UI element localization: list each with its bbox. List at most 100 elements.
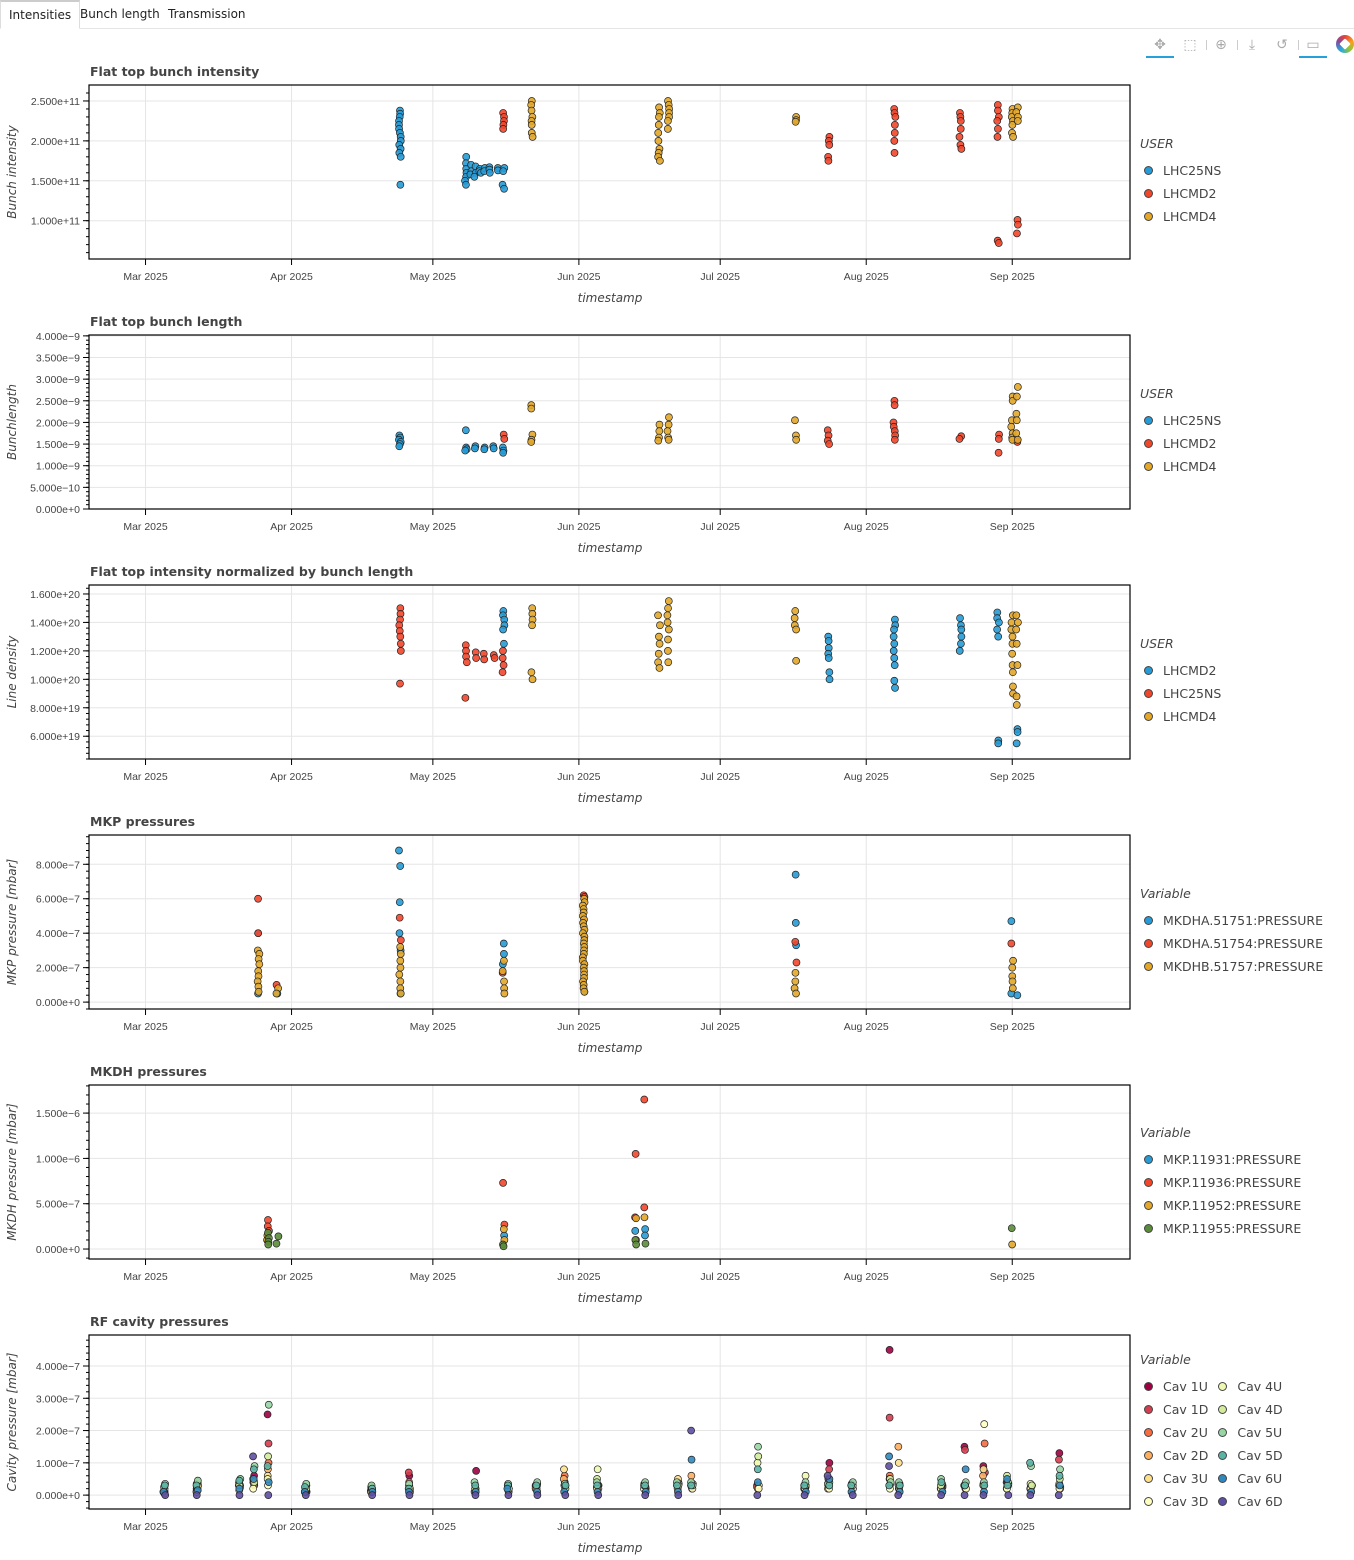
data-point — [957, 640, 964, 647]
legend-column: Cav 1U Cav 1D Cav 2U Cav 2D Cav 3U Cav 3D — [1140, 1375, 1208, 1513]
legend-item[interactable]: LHC25NS — [1140, 682, 1221, 705]
data-point — [500, 662, 507, 669]
legend-item[interactable]: Cav 6D — [1214, 1490, 1282, 1513]
data-point — [656, 428, 663, 435]
data-point — [490, 445, 497, 452]
legend-items: LHC25NS LHCMD2 LHCMD4 — [1140, 409, 1227, 478]
box-zoom-icon[interactable]: ⬚ — [1176, 34, 1204, 56]
bokeh-logo-icon[interactable] — [1336, 35, 1354, 53]
y-tick-label: 3.500e−9 — [36, 353, 80, 365]
data-point — [981, 1482, 988, 1489]
legend-item[interactable]: Cav 1U — [1140, 1375, 1208, 1398]
data-point — [938, 1479, 945, 1486]
data-point — [397, 647, 404, 654]
legend-item-label: Cav 6D — [1237, 1494, 1282, 1510]
x-tick-label: Jul 2025 — [700, 771, 740, 783]
legend-item[interactable]: MKDHA.51754:PRESSURE — [1140, 932, 1323, 955]
legend-item[interactable]: LHC25NS — [1140, 409, 1221, 432]
data-point — [528, 121, 535, 128]
pan-icon[interactable]: ✥ — [1146, 34, 1174, 58]
legend-item[interactable]: Cav 6U — [1214, 1467, 1282, 1490]
data-point — [481, 446, 488, 453]
legend-item[interactable]: LHCMD4 — [1140, 705, 1221, 728]
legend-item[interactable]: Cav 5U — [1214, 1421, 1282, 1444]
y-tick-label: 8.000e−7 — [36, 859, 80, 871]
y-tick-label: 2.500e+11 — [31, 96, 80, 108]
data-point — [632, 1150, 639, 1157]
data-point — [792, 118, 799, 125]
x-tick-label: Mar 2025 — [123, 771, 168, 783]
legend-item[interactable]: Cav 1D — [1140, 1398, 1208, 1421]
legend-item[interactable]: Cav 4D — [1214, 1398, 1282, 1421]
x-tick-label: May 2025 — [410, 521, 456, 533]
legend-item[interactable]: LHCMD2 — [1140, 659, 1221, 682]
y-axis-label: Cavity pressure [mbar] — [5, 1353, 19, 1492]
legend-item[interactable]: Cav 3U — [1140, 1467, 1208, 1490]
hover-icon[interactable]: ▭ — [1299, 34, 1327, 58]
data-point — [302, 1492, 309, 1499]
y-axis-label: Bunchlength — [5, 384, 19, 460]
legend-item[interactable]: LHC25NS — [1140, 159, 1221, 182]
legend-item[interactable]: LHCMD2 — [1140, 182, 1221, 205]
legend: Variable Cav 1U Cav 1D Cav 2U Cav 2D Cav 3U Ca… — [1140, 1352, 1289, 1513]
data-point — [529, 133, 536, 140]
data-point — [193, 1492, 200, 1499]
legend-item[interactable]: MKP.11952:PRESSURE — [1140, 1194, 1301, 1217]
chart-panel: MKP pressures 0.000e+0 2.000e−7 4.000e−7 6.0… — [0, 810, 1354, 1060]
reset-icon[interactable]: ↺ — [1268, 34, 1296, 56]
legend-marker-icon — [1144, 1428, 1153, 1437]
legend-item[interactable]: MKP.11955:PRESSURE — [1140, 1217, 1301, 1240]
data-point — [560, 1466, 567, 1473]
y-axis-label: Bunch intensity — [5, 125, 19, 219]
legend-item[interactable]: LHCMD4 — [1140, 455, 1221, 478]
x-tick-label: Aug 2025 — [844, 271, 889, 283]
data-point — [886, 1482, 893, 1489]
data-point — [236, 1492, 243, 1499]
data-point — [1005, 1492, 1012, 1499]
x-tick-label: May 2025 — [410, 1021, 456, 1033]
legend-marker-icon — [1218, 1382, 1227, 1391]
legend-column: LHCMD2 LHC25NS LHCMD4 — [1140, 659, 1221, 728]
data-point — [500, 168, 507, 175]
legend-item[interactable]: LHCMD4 — [1140, 205, 1221, 228]
legend-item[interactable]: Cav 2D — [1140, 1444, 1208, 1467]
x-tick-label: Sep 2025 — [990, 1521, 1035, 1533]
legend-item[interactable]: Cav 2U — [1140, 1421, 1208, 1444]
legend-item-label: Cav 1D — [1163, 1402, 1208, 1418]
legend-item[interactable]: MKDHB.51757:PRESSURE — [1140, 955, 1323, 978]
legend-item[interactable]: LHCMD2 — [1140, 432, 1221, 455]
legend-item-label: Cav 6U — [1237, 1471, 1282, 1487]
tab-transmission[interactable]: Transmission — [160, 0, 254, 28]
legend-title: USER — [1140, 386, 1227, 409]
legend-marker-icon — [1144, 189, 1153, 198]
legend-item[interactable]: MKP.11931:PRESSURE — [1140, 1148, 1301, 1171]
legend-item[interactable]: MKDHA.51751:PRESSURE — [1140, 909, 1323, 932]
data-point — [792, 938, 799, 945]
data-point — [1028, 1482, 1035, 1489]
data-point — [665, 605, 672, 612]
y-tick-label: 0.000e+0 — [36, 504, 80, 516]
data-point — [472, 1492, 479, 1499]
legend-item[interactable]: Cav 3D — [1140, 1490, 1208, 1513]
data-point — [397, 957, 404, 964]
data-point — [162, 1492, 169, 1499]
data-point — [397, 978, 404, 985]
x-tick-label: Jul 2025 — [700, 1271, 740, 1283]
data-point — [825, 654, 832, 661]
data-point — [793, 959, 800, 966]
x-tick-label: Mar 2025 — [123, 1271, 168, 1283]
data-point — [655, 633, 662, 640]
legend-item[interactable]: Cav 5D — [1214, 1444, 1282, 1467]
data-point — [642, 1226, 649, 1233]
legend-item[interactable]: MKP.11936:PRESSURE — [1140, 1171, 1301, 1194]
wheel-zoom-icon[interactable]: ⊕ — [1207, 34, 1235, 56]
legend-items: LHC25NS LHCMD2 LHCMD4 — [1140, 159, 1227, 228]
tab-intensities[interactable]: Intensities — [0, 0, 80, 29]
tab-bunch-length[interactable]: Bunch length — [72, 0, 168, 28]
save-icon[interactable]: ⤓ — [1238, 34, 1266, 56]
y-tick-label: 4.000e−7 — [36, 1361, 80, 1373]
legend-item[interactable]: Cav 4U — [1214, 1375, 1282, 1398]
legend-marker-icon — [1144, 916, 1153, 925]
legend-item-label: MKP.11936:PRESSURE — [1163, 1175, 1301, 1191]
data-point — [641, 1204, 648, 1211]
